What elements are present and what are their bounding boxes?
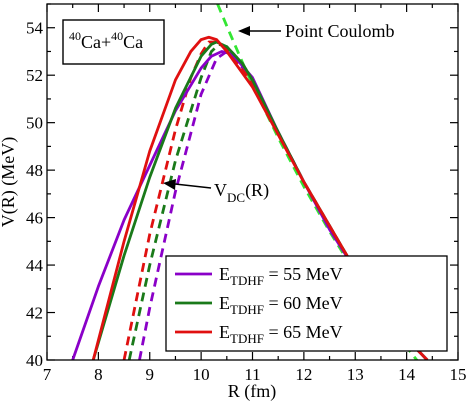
y-tick-label: 42 <box>26 304 43 323</box>
x-tick-label: 9 <box>146 365 155 384</box>
y-tick-label: 44 <box>26 256 44 275</box>
element-1: Ca <box>81 32 101 52</box>
x-tick-labels: 7 8 9 10 11 12 13 14 15 <box>43 365 467 384</box>
y-axis-title: V(R) (MeV) <box>0 137 19 227</box>
x-tick-label: 13 <box>347 365 364 384</box>
y-tick-label: 48 <box>26 161 43 180</box>
legend-label: ETDHF = 60 MeV <box>219 293 343 317</box>
mass-number-1: 40 <box>69 29 81 43</box>
y-tick-labels: 40 42 44 46 48 50 52 54 <box>26 19 44 370</box>
vdc-annotation: VDC(R) <box>163 179 269 205</box>
x-tick-label: 7 <box>43 365 52 384</box>
x-tick-label: 10 <box>193 365 210 384</box>
legend-label: ETDHF = 55 MeV <box>219 264 343 288</box>
point-coulomb-annotation: Point Coulomb <box>238 21 395 41</box>
system-label-box <box>62 19 165 65</box>
mass-number-2: 40 <box>111 29 123 43</box>
point-coulomb-label: Point Coulomb <box>285 21 395 41</box>
y-tick-label: 46 <box>26 209 43 228</box>
y-tick-label: 52 <box>26 66 43 85</box>
x-tick-label: 15 <box>450 365 467 384</box>
y-tick-label: 54 <box>26 19 44 38</box>
legend-label: ETDHF = 65 MeV <box>219 322 343 346</box>
vdc-subscript: DC <box>227 190 245 205</box>
vdc-arg: (R) <box>245 180 269 201</box>
vdc-label: VDC(R) <box>214 180 269 205</box>
legend: ETDHF = 55 MeV ETDHF = 60 MeV ETDHF = 65 M… <box>165 255 448 352</box>
x-tick-label: 12 <box>295 365 312 384</box>
system-label-text: 40Ca+40Ca <box>69 29 143 52</box>
x-tick-label: 11 <box>244 365 260 384</box>
point-coulomb-arrowhead <box>238 26 250 36</box>
vdc-arrowhead <box>163 179 176 190</box>
vdc-arrow-line <box>174 183 212 189</box>
plus-sign: + <box>101 32 111 52</box>
y-tick-label: 50 <box>26 114 43 133</box>
axis-ticks <box>46 3 459 361</box>
vdc-main: V <box>214 180 227 200</box>
x-tick-label: 14 <box>398 365 416 384</box>
series-line <box>91 35 429 360</box>
x-tick-label: 8 <box>94 365 103 384</box>
system-label: 40Ca+40Ca <box>62 19 165 65</box>
element-2: Ca <box>123 32 143 52</box>
x-axis-title: R (fm) <box>228 381 277 402</box>
plot-frame <box>46 3 459 361</box>
legend-box <box>165 255 448 352</box>
y-tick-label: 40 <box>26 351 43 370</box>
